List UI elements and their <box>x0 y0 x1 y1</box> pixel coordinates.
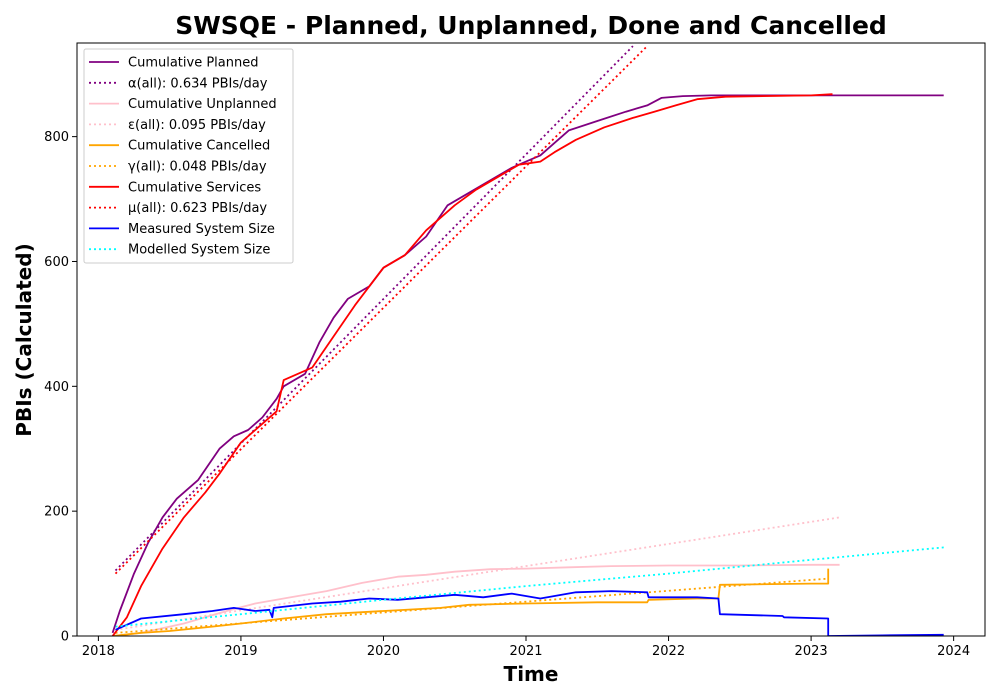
series-line-cumulative-services <box>111 93 833 636</box>
series-line-all-0-095-pbis-day <box>115 516 840 631</box>
chart-title: SWSQE - Planned, Unplanned, Done and Can… <box>175 11 887 40</box>
legend-label-modelled-system-size: Modelled System Size <box>128 243 270 258</box>
series-line-modelled-system-size <box>115 546 944 628</box>
x-tick-label: 2024 <box>937 644 970 659</box>
x-tick-label: 2023 <box>795 644 828 659</box>
legend-label-all-0-634-pbis-day: α(all): 0.634 PBIs/day <box>128 76 268 91</box>
series-line-cumulative-unplanned <box>112 563 840 636</box>
legend-label-all-0-048-pbis-day: γ(all): 0.048 PBIs/day <box>128 160 267 175</box>
x-tick-label: 2018 <box>82 644 115 659</box>
legend-label-cumulative-cancelled: Cumulative Cancelled <box>128 139 270 154</box>
legend-label-all-0-623-pbis-day: μ(all): 0.623 PBIs/day <box>128 201 267 216</box>
legend: Cumulative Planned α(all): 0.634 PBIs/day… <box>83 48 294 264</box>
legend-label-all-0-095-pbis-day: ε(all): 0.095 PBIs/day <box>128 118 266 133</box>
x-tick-label: 2021 <box>509 644 542 659</box>
y-tick-label: 600 <box>44 255 69 270</box>
series-line-measured-system-size <box>115 590 944 636</box>
legend-label-cumulative-unplanned: Cumulative Unplanned <box>128 97 277 112</box>
x-tick-label: 2022 <box>652 644 685 659</box>
y-tick-label: 800 <box>44 130 69 145</box>
y-tick-label: 400 <box>44 380 69 395</box>
y-tick-label: 0 <box>61 630 69 645</box>
legend-label-measured-system-size: Measured System Size <box>128 222 275 237</box>
x-tick-label: 2019 <box>224 644 257 659</box>
legend-label-cumulative-planned: Cumulative Planned <box>128 56 258 71</box>
y-axis-label: PBIs (Calculated) <box>12 243 36 436</box>
plot-frame <box>76 42 986 637</box>
legend-label-cumulative-services: Cumulative Services <box>128 180 261 195</box>
y-axis: 0 200 400 600 800 <box>44 130 77 645</box>
y-tick-label: 200 <box>44 505 69 520</box>
series-line-all-0-048-pbis-day <box>115 577 829 634</box>
x-axis: 2018 2019 2020 2021 2022 2023 2024 <box>82 636 970 659</box>
x-axis-label: Time <box>504 662 559 686</box>
x-tick-label: 2020 <box>367 644 400 659</box>
plot-series <box>111 45 944 636</box>
series-line-cumulative-cancelled <box>112 568 830 636</box>
legend-box <box>83 48 294 264</box>
